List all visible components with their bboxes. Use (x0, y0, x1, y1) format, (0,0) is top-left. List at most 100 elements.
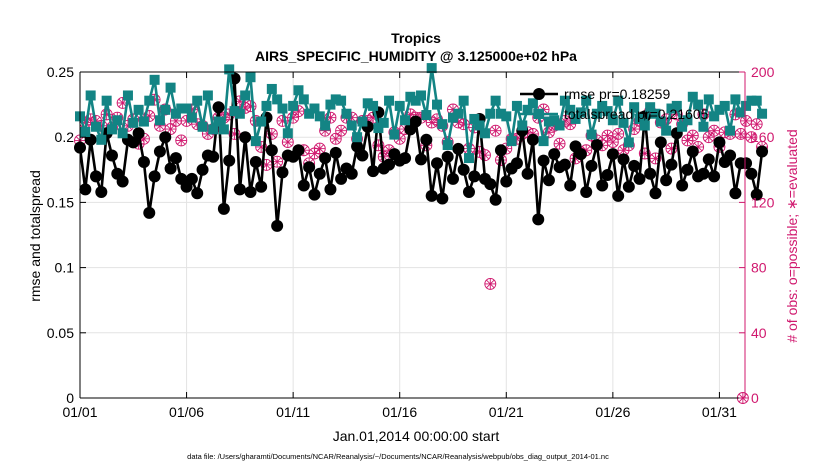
rmse-marker (233, 183, 246, 196)
totalspread-marker (362, 98, 373, 109)
totalspread-marker (117, 128, 128, 139)
totalspread-marker (458, 95, 469, 106)
rmse-marker (409, 115, 422, 128)
rmse-marker (127, 136, 140, 149)
data-file-footer: data file: /Users/gharamti/Documents/NCA… (187, 452, 609, 461)
rmse-marker (383, 158, 396, 171)
totalspread-marker (469, 113, 480, 124)
totalspread-marker (320, 120, 331, 131)
y2-tick-label: 80 (751, 260, 767, 276)
rmse-marker (665, 158, 678, 171)
totalspread-marker (90, 121, 101, 132)
rmse-marker (548, 148, 561, 161)
rmse-marker (676, 179, 689, 192)
totalspread-marker (234, 108, 245, 119)
totalspread-marker (224, 64, 235, 75)
totalspread-marker (352, 132, 363, 143)
y2-tick-label: 160 (751, 129, 775, 145)
totalspread-marker (218, 124, 229, 135)
rmse-marker (660, 174, 673, 187)
totalspread-marker (245, 72, 256, 83)
rmse-marker (436, 192, 449, 205)
totalspread-marker (112, 115, 123, 126)
totalspread-marker (741, 100, 752, 111)
totalspread-marker (565, 104, 576, 115)
totalspread-marker (266, 83, 277, 94)
rmse-marker (95, 185, 108, 198)
y2-axis-label: # of obs: o=possible; ∗=evaluated (784, 129, 800, 342)
totalspread-marker (346, 120, 357, 131)
totalspread-marker (613, 95, 624, 106)
totalspread-marker (730, 94, 741, 105)
x-tick-label: 01/11 (276, 404, 310, 420)
totalspread-marker (282, 128, 293, 139)
totalspread-marker (725, 125, 736, 136)
y-tick-label: 0 (66, 390, 74, 406)
rmse-marker (399, 152, 412, 165)
rmse-marker (462, 185, 475, 198)
rmse-marker (308, 188, 321, 201)
obs-evaluated-marker (308, 148, 320, 159)
totalspread-marker (629, 102, 640, 113)
totalspread-marker (250, 136, 261, 147)
rmse-marker (628, 159, 641, 172)
rmse-marker (526, 133, 539, 146)
totalspread-marker (709, 111, 720, 122)
totalspread-marker (463, 153, 474, 164)
totalspread-marker (437, 119, 448, 130)
totalspread-marker (298, 94, 309, 105)
rmse-marker (313, 167, 326, 180)
x-tick-label: 01/16 (382, 404, 417, 420)
rmse-marker (297, 179, 310, 192)
rmse-marker (265, 144, 278, 157)
totalspread-marker (373, 123, 384, 134)
totalspread-marker (128, 117, 139, 128)
totalspread-marker (607, 115, 618, 126)
rmse-marker (191, 187, 204, 200)
totalspread-marker (192, 95, 203, 106)
rmse-marker (745, 167, 758, 180)
rmse-marker (105, 149, 118, 162)
rmse-marker (724, 149, 737, 162)
totalspread-marker (703, 94, 714, 105)
totalspread-marker (474, 120, 485, 131)
rmse-marker (319, 152, 332, 165)
rmse-marker (292, 144, 305, 157)
obs-evaluated-marker (703, 131, 715, 143)
rmse-marker (574, 148, 587, 161)
series-layer (74, 63, 769, 404)
text-layer: Tropics AIRS_SPECIFIC_HUMIDITY @ 3.12500… (27, 30, 800, 461)
totalspread-marker (240, 90, 251, 101)
totalspread-marker (698, 121, 709, 132)
obs-evaluated-marker (175, 134, 187, 146)
obs-evaluated-marker (330, 133, 342, 145)
totalspread-marker (666, 103, 677, 114)
rmse-marker (521, 167, 534, 180)
rmse-marker (351, 140, 364, 153)
totalspread-marker (410, 95, 421, 106)
rmse-marker (756, 145, 769, 158)
rmse-marker (750, 188, 763, 201)
totalspread-marker (384, 95, 395, 106)
totalspread-marker (309, 103, 320, 114)
rmse-marker (169, 152, 182, 165)
totalspread-marker (208, 124, 219, 135)
rmse-marker (212, 101, 225, 114)
rmse-marker (164, 162, 177, 175)
legend-rmse-marker (533, 88, 545, 100)
rmse-marker (622, 180, 635, 193)
rmse-marker (558, 158, 571, 171)
totalspread-marker (479, 128, 490, 139)
totalspread-marker (693, 99, 704, 110)
x-tick-label: 01/26 (595, 404, 630, 420)
rmse-marker (217, 202, 230, 215)
totalspread-marker (559, 95, 570, 106)
rmse-marker (596, 179, 609, 192)
obs-evaluated-marker (751, 118, 763, 130)
totalspread-marker (229, 106, 240, 117)
rmse-marker (431, 157, 444, 170)
totalspread-marker (421, 110, 432, 121)
totalspread-marker (719, 100, 730, 111)
rmse-marker (159, 131, 172, 144)
totalspread-marker (538, 136, 549, 147)
